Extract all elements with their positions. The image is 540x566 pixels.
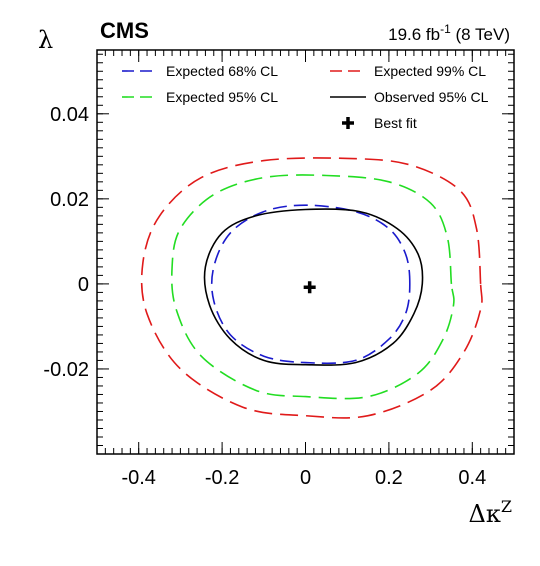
- legend-item-observed-95-cl: Observed 95% CL: [330, 89, 489, 105]
- x-axis-label-base: Δκ: [469, 500, 501, 528]
- lumi-exponent: -1: [440, 22, 451, 36]
- y-tick-label: -0.02: [43, 359, 89, 381]
- contour-expected-68-cl: [210, 204, 411, 365]
- best-fit-layer: [303, 281, 316, 294]
- experiment-label: CMS: [100, 18, 149, 43]
- best-fit-marker: [303, 281, 316, 294]
- x-tick-label: -0.2: [205, 467, 239, 489]
- lumi-energy: (8 TeV): [451, 25, 510, 44]
- y-tick-label: 0: [78, 274, 89, 296]
- tick-layer: [96, 50, 515, 455]
- legend-label: Expected 99% CL: [374, 63, 486, 79]
- x-tick-label: 0.4: [458, 467, 486, 489]
- contour-expected-99-cl: [140, 157, 483, 419]
- legend-item-expected-99-cl: Expected 99% CL: [330, 63, 486, 79]
- legend-label: Expected 95% CL: [166, 89, 278, 105]
- x-axis-label-sup: Z: [501, 497, 512, 516]
- legend-label: Best fit: [374, 115, 417, 131]
- legend-label: Expected 68% CL: [166, 63, 278, 79]
- contour-expected-95-cl: [170, 174, 455, 400]
- tick-label-layer: -0.4 -0.2 0 0.2 0.4 -0.02 0 0.02 0.04: [43, 104, 486, 489]
- contour-observed-95-cl: [203, 208, 424, 366]
- contour-layer: [140, 157, 483, 419]
- plot-frame: [96, 49, 515, 455]
- chart-header: CMS 19.6 fb-1 (8 TeV): [100, 18, 510, 44]
- luminosity-label: 19.6 fb-1 (8 TeV): [388, 22, 510, 44]
- legend-item-expected-95-cl: Expected 95% CL: [122, 89, 278, 105]
- legend-label: Observed 95% CL: [374, 89, 489, 105]
- x-axis-label: ΔκZ: [469, 497, 512, 528]
- legend-item-expected-68-cl: Expected 68% CL: [122, 63, 278, 79]
- legend-swatch-best-fit: [342, 117, 354, 129]
- y-axis-label: λ: [38, 26, 53, 54]
- legend-item-best-fit: Best fit: [342, 115, 417, 131]
- lumi-value: 19.6 fb: [388, 25, 440, 44]
- x-tick-label: 0.2: [375, 467, 403, 489]
- y-tick-label: 0.04: [50, 104, 89, 126]
- x-tick-label: -0.4: [121, 467, 155, 489]
- y-tick-label: 0.02: [50, 189, 89, 211]
- legend: Expected 68% CL Expected 99% CL Expected 9…: [122, 63, 489, 131]
- x-tick-label: 0: [300, 467, 311, 489]
